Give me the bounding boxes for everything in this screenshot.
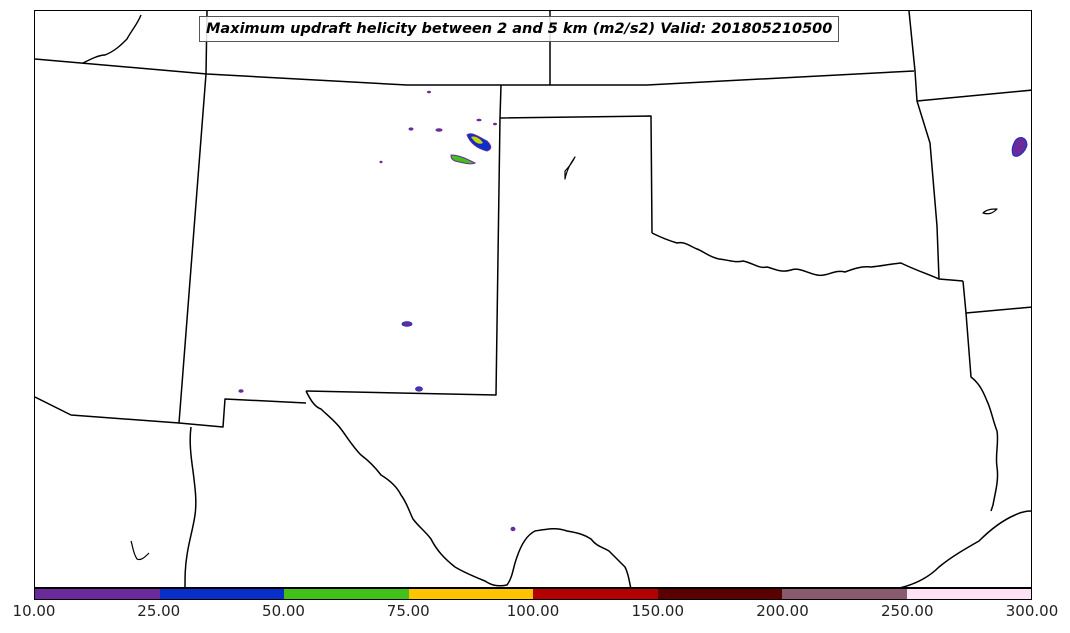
swath-small — [415, 386, 423, 392]
swath-small — [408, 127, 414, 131]
map-canvas — [35, 11, 1031, 587]
boundary-line — [305, 84, 502, 396]
colorbar-tick-label: 75.00 — [386, 602, 430, 620]
boundary-line — [35, 396, 307, 428]
boundary-line — [35, 58, 915, 86]
colorbar — [34, 588, 1032, 600]
boundary-line — [305, 390, 632, 587]
colorbar-segment — [408, 589, 533, 599]
lake-outline — [130, 540, 150, 561]
swath-small — [435, 128, 443, 132]
colorbar-tick-label: 250.00 — [881, 602, 934, 620]
lake-outline — [564, 156, 576, 180]
boundary-line — [184, 426, 197, 587]
boundary-line — [916, 89, 1031, 102]
colorbar-segment — [657, 589, 782, 599]
swath-east-nm — [450, 154, 477, 165]
coastline — [900, 510, 1031, 587]
colorbar-segment — [35, 589, 160, 599]
swath-small — [510, 526, 516, 532]
colorbar-segment — [533, 589, 658, 599]
lake-outline — [82, 14, 142, 64]
swath-small — [427, 90, 431, 94]
colorbar-segment — [782, 589, 907, 599]
lake-outline — [982, 208, 998, 215]
colorbar-tick-label: 300.00 — [1005, 602, 1059, 620]
swath-small — [379, 160, 383, 164]
map-panel: Maximum updraft helicity between 2 and 5… — [34, 10, 1032, 588]
boundary-line — [499, 115, 653, 234]
boundary-line — [651, 232, 964, 282]
colorbar-tick-label: 100.00 — [506, 602, 560, 620]
colorbar-tick-label: 25.00 — [137, 602, 181, 620]
state-boundaries — [35, 11, 1031, 587]
colorbar-tick-label: 50.00 — [262, 602, 305, 620]
swath-missouri — [1011, 137, 1028, 157]
colorbar-segment — [906, 589, 1031, 599]
swath-small — [238, 389, 244, 393]
swath-small — [493, 122, 497, 126]
swath-core — [471, 136, 483, 144]
boundary-line — [962, 280, 1031, 314]
boundary-line — [908, 11, 940, 280]
colorbar-tick-label: 200.00 — [756, 602, 809, 620]
helicity-swaths — [238, 90, 1028, 532]
map-title: Maximum updraft helicity between 2 and 5… — [199, 16, 840, 42]
colorbar-segment — [159, 589, 284, 599]
swath-small — [476, 118, 482, 122]
boundary-line — [965, 312, 999, 512]
colorbar-tick-label: 10.00 — [12, 602, 56, 620]
swath-small — [401, 321, 413, 327]
colorbar-segment — [284, 589, 409, 599]
colorbar-tick-label: 150.00 — [631, 602, 685, 620]
